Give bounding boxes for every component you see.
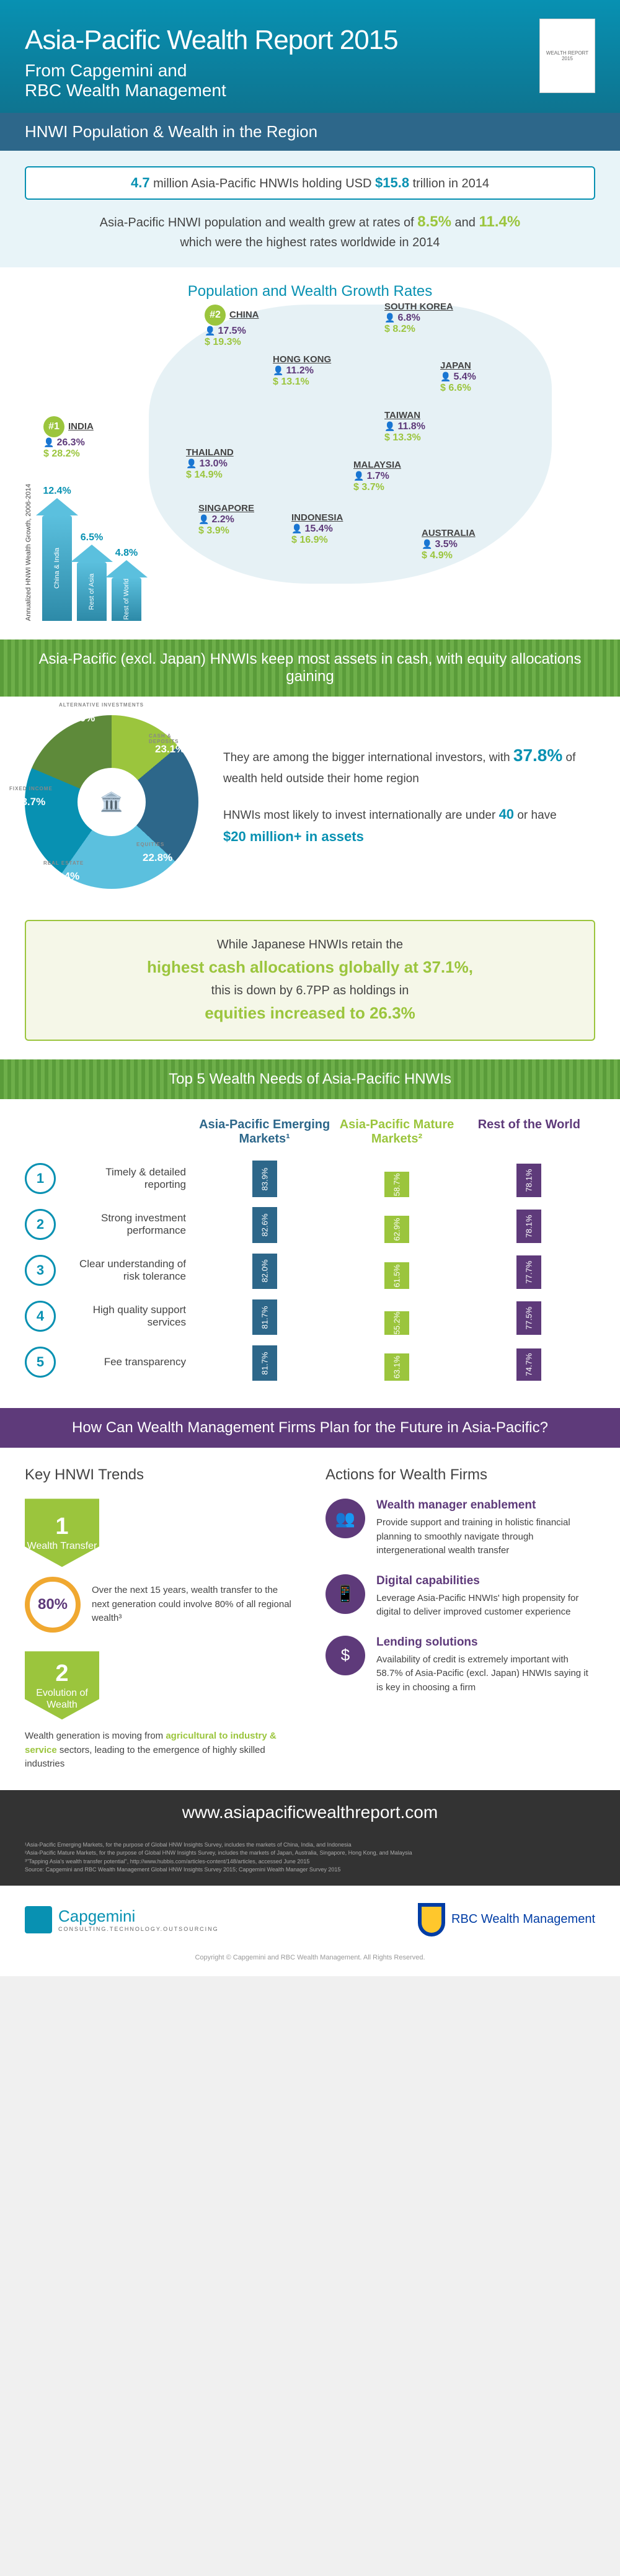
country-india: #1INDIA26.3%$ 28.2%	[43, 416, 94, 460]
pie-slice-label: 18.7%	[16, 796, 45, 808]
section-banner-future: How Can Wealth Management Firms Plan for…	[0, 1408, 620, 1448]
infographic-root: Asia-Pacific Wealth Report 2015 From Cap…	[0, 0, 620, 1976]
country-taiwan: TAIWAN11.8%$ 13.3%	[384, 410, 425, 443]
country-china: #2CHINA17.5%$ 19.3%	[205, 305, 259, 348]
rbc-icon	[418, 1903, 445, 1936]
action-icon: 📱	[326, 1574, 365, 1614]
allocation-text: They are among the bigger international …	[223, 742, 595, 862]
country-hong-kong: HONG KONG11.2%$ 13.1%	[273, 354, 331, 388]
country-japan: JAPAN5.4%$ 6.6%	[440, 360, 476, 394]
pie-center-icon: 🏛️	[78, 768, 146, 836]
needs-row: 4High quality support services81.7%55.2%…	[25, 1298, 595, 1335]
needs-row: 2Strong investment performance82.6%62.9%…	[25, 1206, 595, 1243]
footnote-line: ²Asia-Pacific Mature Markets, for the pu…	[25, 1849, 595, 1858]
trend-badge-2: 2 Evolution of Wealth	[25, 1651, 99, 1719]
hnwi-wealth: $15.8	[375, 175, 409, 190]
pie-slice-label: 14.0%	[65, 712, 95, 724]
section-banner-allocation: Asia-Pacific (excl. Japan) HNWIs keep mo…	[0, 640, 620, 697]
needs-row: 1Timely & detailed reporting83.9%58.7%78…	[25, 1160, 595, 1197]
action-item: $Lending solutionsAvailability of credit…	[326, 1636, 595, 1695]
country-thailand: THAILAND13.0%$ 14.9%	[186, 447, 234, 481]
hnwi-count-box: 4.7 million Asia-Pacific HNWIs holding U…	[25, 166, 595, 200]
col-header-emerging: Asia-Pacific Emerging Markets¹	[198, 1118, 330, 1146]
actions-heading: Actions for Wealth Firms	[326, 1466, 595, 1484]
trend-2-text: Wealth generation is moving from agricul…	[25, 1729, 294, 1772]
country-indonesia: INDONESIA15.4%$ 16.9%	[291, 512, 343, 546]
pie-slice-label: 21.4%	[50, 870, 79, 883]
wealth-needs-section: Asia-Pacific Emerging Markets¹ Asia-Paci…	[0, 1099, 620, 1408]
url-banner: www.asiapacificwealthreport.com	[0, 1790, 620, 1835]
country-australia: AUSTRALIA3.5%$ 4.9%	[422, 528, 476, 561]
actions-column: Actions for Wealth Firms 👥Wealth manager…	[326, 1466, 595, 1772]
allocation-section: 🏛️ 14.0%ALTERNATIVE INVESTMENTS23.1%CASH…	[0, 697, 620, 907]
map-title: Population and Wealth Growth Rates	[25, 283, 595, 300]
growth-arrows-chart: Annualized HNWI Wealth Growth, 2006-2014…	[25, 484, 141, 621]
growth-rate-text: Asia-Pacific HNWI population and wealth …	[25, 211, 595, 252]
growth-bar: 4.8%Rest of World	[112, 577, 141, 621]
header: Asia-Pacific Wealth Report 2015 From Cap…	[0, 0, 620, 113]
footnote-line: ³"Tapping Asia's wealth transfer potenti…	[25, 1858, 595, 1866]
footnotes: ¹Asia-Pacific Emerging Markets, for the …	[0, 1835, 620, 1886]
action-item: 👥Wealth manager enablementProvide suppor…	[326, 1499, 595, 1558]
country-south-korea: SOUTH KOREA6.8%$ 8.2%	[384, 301, 453, 335]
capgemini-logo: Capgemini CONSULTING.TECHNOLOGY.OUTSOURC…	[25, 1906, 219, 1933]
trend-1-body: 80% Over the next 15 years, wealth trans…	[25, 1577, 294, 1633]
action-icon: $	[326, 1636, 365, 1675]
col-header-world: Rest of the World	[463, 1118, 595, 1146]
growth-bar: 6.5%Rest of Asia	[77, 562, 107, 621]
country-malaysia: MALAYSIA1.7%$ 3.7%	[353, 460, 401, 493]
section-banner-population: HNWI Population & Wealth in the Region	[0, 113, 620, 151]
trends-heading: Key HNWI Trends	[25, 1466, 294, 1484]
future-section: Key HNWI Trends 1 Wealth Transfer 80% Ov…	[0, 1448, 620, 1790]
pct-80-circle: 80%	[25, 1577, 81, 1633]
trend-badge-1: 1 Wealth Transfer	[25, 1499, 99, 1567]
pie-slice-label: 23.1%	[155, 743, 185, 755]
japan-callout: While Japanese HNWIs retain the highest …	[25, 920, 595, 1041]
action-item: 📱Digital capabilitiesLeverage Asia-Pacif…	[326, 1574, 595, 1620]
needs-row: 5Fee transparency81.7%63.1%74.7%	[25, 1344, 595, 1381]
growth-ylabel: Annualized HNWI Wealth Growth, 2006-2014	[25, 484, 32, 621]
hnwi-count: 4.7	[131, 175, 150, 190]
growth-bar: 12.4%China & India	[42, 515, 72, 621]
country-singapore: SINGAPORE2.2%$ 3.9%	[198, 503, 254, 537]
capgemini-icon	[25, 1906, 52, 1933]
trends-column: Key HNWI Trends 1 Wealth Transfer 80% Ov…	[25, 1466, 294, 1772]
col-header-mature: Asia-Pacific Mature Markets²	[330, 1118, 463, 1146]
needs-header: Asia-Pacific Emerging Markets¹ Asia-Paci…	[25, 1118, 595, 1146]
logos-row: Capgemini CONSULTING.TECHNOLOGY.OUTSOURC…	[0, 1886, 620, 1954]
stats-section: 4.7 million Asia-Pacific HNWIs holding U…	[0, 151, 620, 267]
report-cover-thumb: WEALTH REPORT 2015	[539, 19, 595, 93]
section-banner-needs: Top 5 Wealth Needs of Asia-Pacific HNWIs	[0, 1059, 620, 1099]
rbc-logo: RBC Wealth Management	[418, 1903, 595, 1936]
footnote-line: Source: Capgemini and RBC Wealth Managem…	[25, 1866, 595, 1874]
allocation-pie: 🏛️ 14.0%ALTERNATIVE INVESTMENTS23.1%CASH…	[25, 715, 198, 889]
needs-row: 3Clear understanding of risk tolerance82…	[25, 1252, 595, 1289]
footnote-line: ¹Asia-Pacific Emerging Markets, for the …	[25, 1841, 595, 1850]
report-subtitle: From Capgemini and RBC Wealth Management	[25, 61, 595, 100]
action-icon: 👥	[326, 1499, 365, 1538]
map-section: Population and Wealth Growth Rates #2CHI…	[0, 267, 620, 640]
copyright: Copyright © Capgemini and RBC Wealth Man…	[0, 1954, 620, 1976]
report-title: Asia-Pacific Wealth Report 2015	[25, 25, 595, 56]
pie-slice-label: 22.8%	[143, 852, 172, 864]
